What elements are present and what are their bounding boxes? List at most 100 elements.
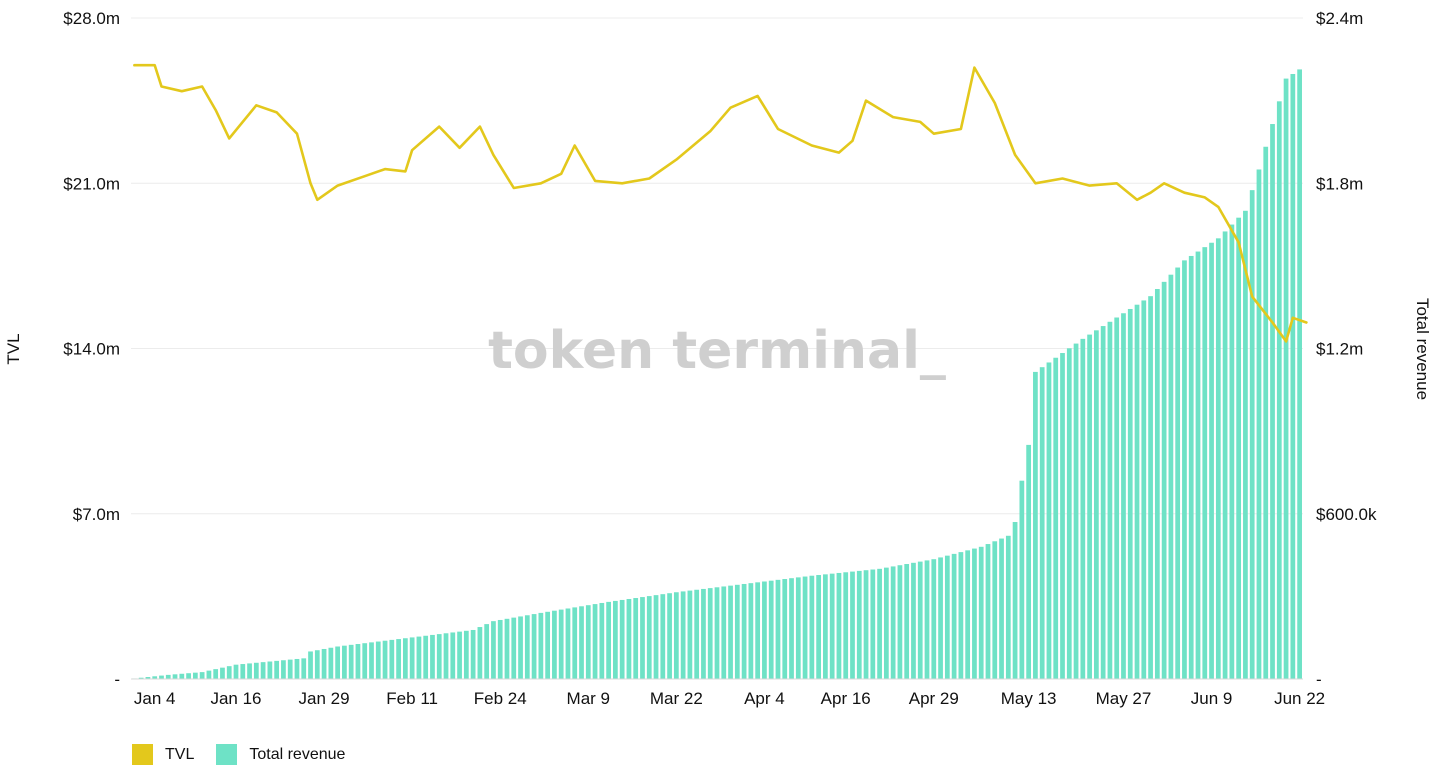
revenue-bar bbox=[1060, 353, 1065, 679]
revenue-bar bbox=[897, 565, 903, 679]
y-right-tick-label: - bbox=[1316, 670, 1322, 689]
revenue-bar bbox=[159, 675, 164, 679]
revenue-bar bbox=[1094, 330, 1099, 679]
revenue-bar bbox=[511, 617, 517, 679]
revenue-bar bbox=[463, 630, 469, 679]
revenue-bar bbox=[308, 651, 313, 679]
revenue-bar bbox=[1249, 190, 1255, 679]
revenue-bar bbox=[321, 648, 327, 679]
revenue-bar bbox=[179, 673, 185, 679]
revenue-bar bbox=[829, 573, 835, 679]
axes: - $7.0m $14.0m $21.0m $28.0m - $600.0k $1.2m $1.… bbox=[63, 9, 1377, 708]
revenue-bar bbox=[626, 598, 632, 679]
revenue-bar bbox=[457, 631, 462, 679]
revenue-bar bbox=[1066, 348, 1072, 679]
revenue-bar bbox=[504, 618, 510, 679]
revenue-bar bbox=[572, 607, 578, 679]
x-tick-label: Apr 4 bbox=[744, 689, 785, 708]
revenue-bar bbox=[362, 643, 368, 679]
revenue-bar bbox=[701, 588, 706, 679]
revenue-bar bbox=[328, 647, 334, 679]
revenue-bar bbox=[247, 663, 252, 679]
revenue-bar bbox=[992, 541, 998, 679]
revenue-bar bbox=[409, 637, 415, 679]
revenue-bar bbox=[938, 557, 943, 679]
revenue-bar bbox=[931, 559, 937, 679]
revenue-bar bbox=[972, 548, 977, 679]
y-left-tick-label: $21.0m bbox=[63, 174, 120, 193]
revenue-bar bbox=[531, 614, 537, 679]
revenue-bar bbox=[1283, 78, 1289, 679]
revenue-bar bbox=[484, 624, 490, 679]
revenue-bar bbox=[904, 564, 910, 679]
revenue-bar bbox=[192, 672, 198, 679]
x-tick-label: May 13 bbox=[1001, 689, 1057, 708]
revenue-bar bbox=[734, 584, 740, 679]
legend-label-total-revenue: Total revenue bbox=[249, 745, 346, 763]
revenue-bar bbox=[619, 599, 625, 679]
revenue-bar bbox=[396, 639, 401, 679]
revenue-bar bbox=[782, 579, 788, 679]
revenue-bar bbox=[186, 673, 191, 679]
revenue-bar bbox=[1019, 480, 1025, 679]
x-tick-label: Jun 9 bbox=[1191, 689, 1233, 708]
revenue-bar bbox=[497, 619, 503, 679]
revenue-bar bbox=[795, 577, 801, 679]
x-tick-label: Mar 9 bbox=[567, 689, 610, 708]
revenue-bar bbox=[1229, 224, 1235, 679]
revenue-bar bbox=[728, 585, 733, 679]
revenue-bar bbox=[1236, 217, 1242, 680]
revenue-bar bbox=[518, 616, 523, 679]
revenue-bar bbox=[579, 606, 584, 679]
revenue-bar bbox=[592, 604, 598, 679]
revenue-bar bbox=[585, 605, 591, 679]
x-tick-label: Jan 4 bbox=[134, 689, 176, 708]
revenue-bar bbox=[470, 629, 476, 679]
revenue-bar bbox=[1188, 255, 1194, 679]
revenue-bar bbox=[802, 576, 808, 679]
revenue-bar bbox=[1290, 74, 1296, 679]
revenue-bar bbox=[430, 634, 435, 679]
revenue-bar bbox=[653, 595, 659, 679]
revenue-bar bbox=[856, 570, 862, 679]
revenue-bar bbox=[1127, 308, 1133, 679]
revenue-bar bbox=[809, 575, 815, 679]
revenue-bar bbox=[1243, 210, 1248, 679]
revenue-bar bbox=[958, 552, 964, 679]
revenue-bar bbox=[673, 592, 679, 679]
y-left-tick-label: $28.0m bbox=[63, 9, 120, 28]
x-tick-label: Feb 24 bbox=[474, 689, 527, 708]
legend-item-total-revenue[interactable]: Total revenue bbox=[216, 744, 345, 765]
x-tick-label: Mar 22 bbox=[650, 689, 703, 708]
revenue-bar bbox=[823, 574, 828, 679]
x-tick-label: May 27 bbox=[1096, 689, 1152, 708]
revenue-bar bbox=[545, 611, 551, 679]
revenue-bar bbox=[233, 664, 239, 679]
revenue-bar bbox=[1033, 371, 1038, 679]
tvl-line-layer bbox=[133, 63, 1308, 343]
revenue-bar bbox=[226, 666, 232, 679]
y-right-tick-label: $1.8m bbox=[1316, 174, 1363, 193]
revenue-bars bbox=[132, 69, 1302, 680]
revenue-bar bbox=[944, 555, 950, 679]
legend-label-tvl: TVL bbox=[165, 745, 195, 763]
revenue-bar bbox=[335, 646, 340, 679]
revenue-bar bbox=[660, 594, 666, 679]
revenue-bar bbox=[1005, 535, 1011, 679]
revenue-bar bbox=[274, 660, 280, 679]
legend-item-tvl[interactable]: TVL bbox=[132, 744, 194, 765]
revenue-bar bbox=[281, 660, 286, 679]
revenue-bar bbox=[206, 670, 212, 679]
x-tick-label: Jan 16 bbox=[210, 689, 261, 708]
revenue-bar bbox=[220, 667, 225, 679]
revenue-bar bbox=[240, 664, 246, 679]
revenue-bar bbox=[680, 591, 686, 679]
revenue-bar bbox=[985, 544, 991, 679]
revenue-bar bbox=[843, 572, 849, 679]
revenue-bar bbox=[917, 561, 923, 679]
tvl-line bbox=[133, 63, 1308, 343]
revenue-bar bbox=[1121, 313, 1126, 679]
revenue-bar bbox=[172, 674, 178, 679]
